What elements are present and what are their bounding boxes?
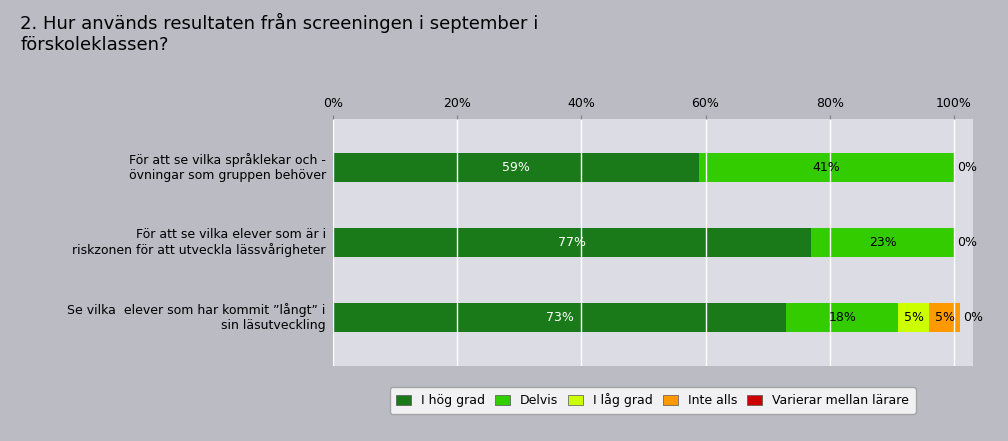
Bar: [786, 303, 898, 332]
Text: 0%: 0%: [964, 311, 984, 324]
Text: 2. Hur används resultaten från screeningen i september i
förskoleklassen?: 2. Hur används resultaten från screening…: [20, 13, 538, 54]
Text: 0%: 0%: [958, 161, 977, 174]
Text: 5%: 5%: [904, 311, 923, 324]
Text: 5%: 5%: [934, 311, 955, 324]
Text: 41%: 41%: [812, 161, 841, 174]
Text: 77%: 77%: [557, 236, 586, 249]
Text: 18%: 18%: [829, 311, 856, 324]
Text: 0%: 0%: [958, 236, 977, 249]
Text: 59%: 59%: [502, 161, 530, 174]
Bar: [333, 228, 811, 257]
Bar: [333, 138, 955, 154]
Bar: [333, 303, 786, 332]
Bar: [333, 288, 955, 304]
Bar: [929, 303, 961, 332]
Legend: I hög grad, Delvis, I låg grad, Inte alls, Varierar mellan lärare: I hög grad, Delvis, I låg grad, Inte all…: [390, 387, 915, 414]
Text: 73%: 73%: [545, 311, 574, 324]
Text: 23%: 23%: [869, 236, 896, 249]
Bar: [898, 303, 929, 332]
Bar: [811, 228, 955, 257]
Bar: [333, 153, 700, 182]
Bar: [700, 153, 955, 182]
Bar: [333, 213, 955, 229]
